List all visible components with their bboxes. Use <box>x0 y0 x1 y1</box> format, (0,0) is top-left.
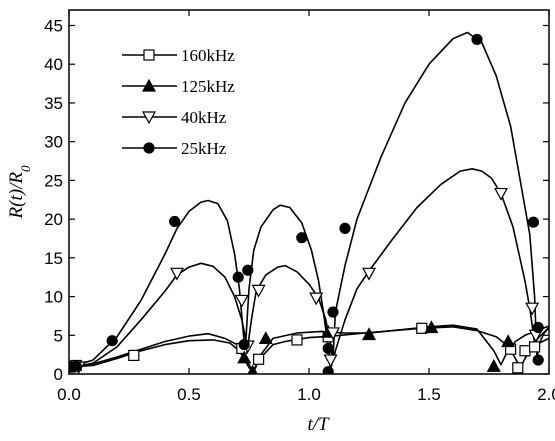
data-point-125kHz <box>501 334 516 348</box>
data-point-25kHz <box>339 222 351 234</box>
data-point-40kHz <box>309 292 324 306</box>
series-curves <box>69 31 549 374</box>
series-line-25kHz <box>69 31 549 371</box>
legend-marker <box>143 49 155 61</box>
data-point-125kHz <box>247 364 258 374</box>
y-tick-label: 10 <box>44 288 63 307</box>
legend: 160kHz 125kHz 40kHz 25kHz <box>122 46 235 158</box>
x-tick-label: 1.5 <box>417 385 441 404</box>
y-tick-label: 30 <box>44 133 63 152</box>
data-point-40kHz <box>169 267 185 281</box>
x-tick-label: 1.0 <box>297 385 321 404</box>
data-point-160kHz <box>291 334 303 346</box>
data-point-160kHz <box>512 362 524 374</box>
y-tick-label: 20 <box>44 210 63 229</box>
data-point-25kHz <box>232 271 244 283</box>
series-line-125kHz <box>69 324 549 373</box>
data-point-160kHz <box>128 349 140 362</box>
data-point-125kHz <box>361 327 377 341</box>
data-point-125kHz <box>486 359 501 372</box>
data-point-25kHz <box>296 232 308 244</box>
data-point-40kHz <box>323 354 338 368</box>
y-tick-label: 15 <box>44 249 63 268</box>
x-tick-label: 2.0 <box>537 385 555 404</box>
legend-marker <box>143 142 155 154</box>
data-point-125kHz <box>237 350 252 364</box>
y-tick-label: 35 <box>44 94 63 113</box>
data-point-125kHz <box>258 331 273 344</box>
x-axis-label: t/T <box>307 414 330 435</box>
x-tick-label: 0.5 <box>177 385 201 404</box>
x-tick-label: 0.0 <box>57 385 81 404</box>
y-tick-label: 0 <box>54 365 63 384</box>
data-point-160kHz <box>528 341 541 353</box>
data-point-25kHz <box>238 338 250 351</box>
y-tick-label: 25 <box>44 171 63 190</box>
y-tick-label: 45 <box>44 16 63 35</box>
data-point-25kHz <box>327 306 339 318</box>
legend-label: 25kHz <box>181 139 227 158</box>
data-point-25kHz <box>169 215 181 228</box>
data-point-40kHz <box>493 187 509 201</box>
data-point-25kHz <box>106 335 118 347</box>
data-point-40kHz <box>325 327 341 341</box>
series-line-160kHz <box>69 326 549 374</box>
data-point-25kHz <box>322 342 334 355</box>
data-point-160kHz <box>253 353 265 365</box>
data-point-25kHz <box>242 264 254 276</box>
data-point-25kHz <box>322 366 334 374</box>
data-point-25kHz <box>532 354 544 366</box>
legend-marker <box>141 111 157 125</box>
legend-label: 160kHz <box>181 46 235 65</box>
data-point-40kHz <box>361 267 377 281</box>
data-point-25kHz <box>70 360 82 372</box>
series-markers <box>69 33 544 374</box>
legend-marker <box>141 78 157 92</box>
data-point-125kHz <box>424 320 439 334</box>
y-axis: 0 5 10 15 20 25 30 35 40 45 <box>44 16 549 384</box>
data-point-40kHz <box>525 302 540 316</box>
y-axis-label: R(t)/R0 <box>6 165 33 219</box>
y-tick-label: 40 <box>44 55 63 74</box>
data-point-25kHz <box>527 216 540 228</box>
data-point-25kHz <box>471 33 483 46</box>
x-axis: 0.0 0.5 1.0 1.5 2.0 <box>57 10 555 404</box>
data-point-160kHz <box>416 322 428 334</box>
data-point-40kHz <box>234 294 249 308</box>
y-tick-label: 5 <box>54 326 63 345</box>
legend-label: 125kHz <box>181 77 235 96</box>
data-point-160kHz <box>519 345 531 357</box>
data-point-25kHz <box>532 321 544 334</box>
data-point-40kHz <box>251 284 266 298</box>
legend-label: 40kHz <box>181 108 227 127</box>
